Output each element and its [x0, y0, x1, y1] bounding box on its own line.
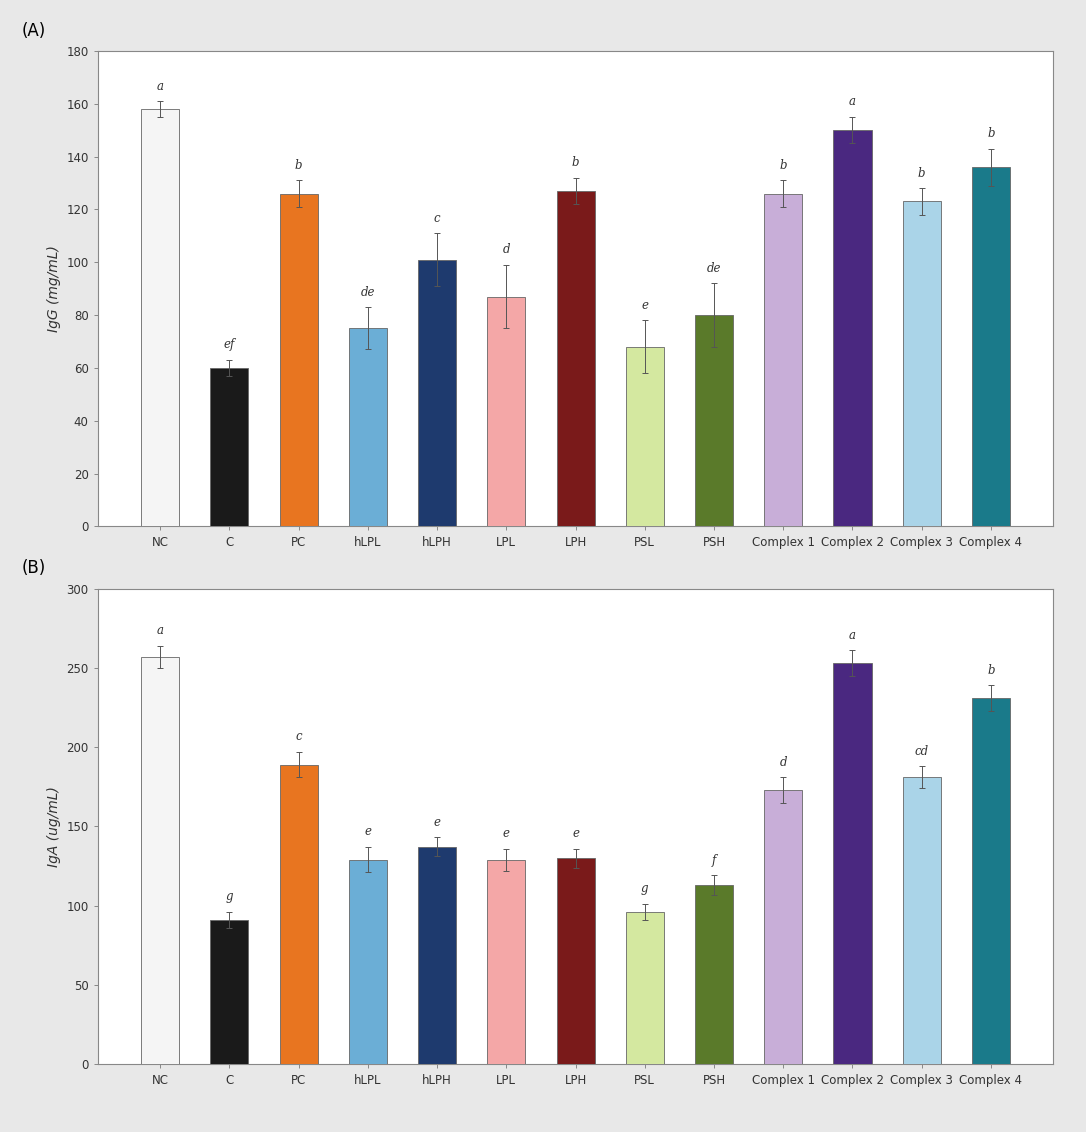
Text: d: d	[780, 756, 787, 769]
Bar	[902, 201, 940, 526]
Text: c: c	[295, 730, 302, 744]
Bar	[626, 346, 664, 526]
Bar	[418, 259, 456, 526]
Text: a: a	[849, 95, 856, 109]
Bar	[556, 191, 595, 526]
Text: de: de	[361, 285, 375, 299]
Bar	[349, 859, 387, 1064]
Text: a: a	[156, 624, 164, 637]
Bar	[972, 168, 1010, 526]
Bar	[833, 663, 872, 1064]
Text: ef: ef	[224, 338, 236, 351]
Text: e: e	[433, 816, 441, 829]
Text: c: c	[433, 212, 441, 224]
Text: (B): (B)	[22, 559, 46, 577]
Bar	[279, 194, 318, 526]
Bar	[488, 297, 526, 526]
Text: d: d	[503, 243, 510, 256]
Text: f: f	[711, 854, 717, 867]
Bar	[972, 698, 1010, 1064]
Text: e: e	[642, 299, 648, 311]
Text: e: e	[572, 827, 579, 840]
Bar	[488, 859, 526, 1064]
Text: cd: cd	[914, 745, 929, 757]
Text: b: b	[295, 158, 302, 172]
Bar	[626, 912, 664, 1064]
Bar	[833, 130, 872, 526]
Bar	[211, 920, 249, 1064]
Text: g: g	[641, 883, 648, 895]
Bar	[141, 109, 179, 526]
Text: b: b	[987, 127, 995, 140]
Text: g: g	[226, 891, 233, 903]
Text: (A): (A)	[22, 22, 46, 40]
Text: e: e	[365, 825, 371, 839]
Bar	[765, 194, 803, 526]
Bar	[765, 790, 803, 1064]
Bar	[902, 778, 940, 1064]
Bar	[418, 847, 456, 1064]
Text: b: b	[572, 156, 579, 169]
Text: b: b	[918, 166, 925, 180]
Text: de: de	[707, 261, 721, 275]
Text: e: e	[503, 827, 509, 840]
Bar	[695, 885, 733, 1064]
Text: b: b	[987, 663, 995, 677]
Bar	[556, 858, 595, 1064]
Bar	[279, 764, 318, 1064]
Y-axis label: IgA (ug/mL): IgA (ug/mL)	[47, 786, 61, 867]
Bar	[211, 368, 249, 526]
Text: a: a	[156, 79, 164, 93]
Bar	[695, 315, 733, 526]
Text: b: b	[780, 158, 787, 172]
Bar	[141, 657, 179, 1064]
Bar	[349, 328, 387, 526]
Text: a: a	[849, 629, 856, 642]
Y-axis label: IgG (mg/mL): IgG (mg/mL)	[47, 246, 61, 332]
